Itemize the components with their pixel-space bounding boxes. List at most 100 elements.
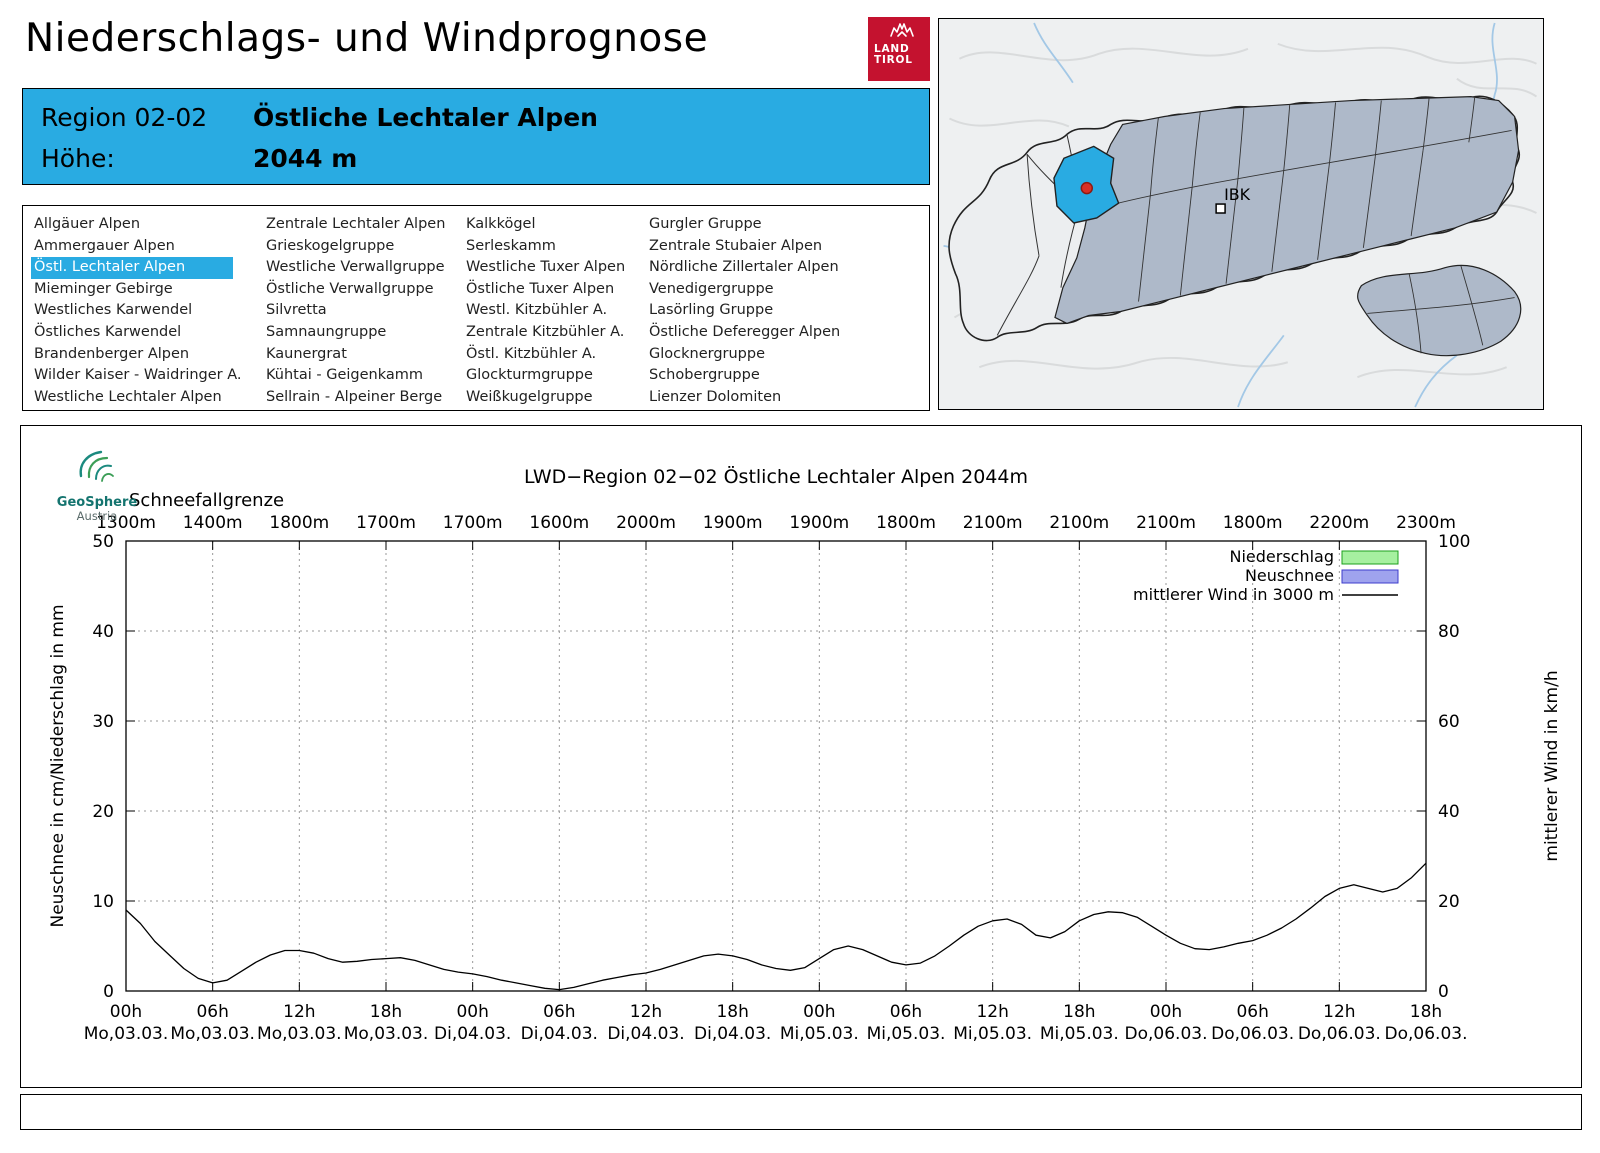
wind-line — [125, 862, 1427, 991]
region-list-item[interactable]: Östliches Karwendel — [34, 323, 182, 340]
snowline-value: 1400m — [183, 513, 243, 533]
x-tick-hour: 06h — [890, 1002, 922, 1022]
plot-frame — [125, 540, 1427, 992]
height-label: Höhe: — [41, 144, 115, 173]
region-list-item[interactable]: Grieskogelgruppe — [266, 237, 395, 254]
region-list-column: Kalkkögel Serleskamm Westliche Tuxer Alpen… — [463, 214, 646, 410]
region-list-item[interactable]: Venedigergruppe — [649, 280, 774, 297]
x-tick-hour: 00h — [803, 1002, 835, 1022]
region-list-item[interactable]: Sellrain - Alpeiner Berge — [266, 388, 443, 405]
region-list-item[interactable]: Samnaungruppe — [266, 323, 387, 340]
tirol-eagle-icon — [890, 23, 914, 37]
snowline-value: 2100m — [963, 513, 1023, 533]
x-tick-hour: 00h — [456, 1002, 488, 1022]
x-tick-hour: 00h — [1150, 1002, 1182, 1022]
y-tick-right: 80 — [1438, 622, 1460, 642]
x-tick-hour: 12h — [283, 1002, 315, 1022]
x-tick-hour: 06h — [543, 1002, 575, 1022]
x-tick-date: Mo,03.03. — [84, 1024, 169, 1044]
region-list-item[interactable]: Silvretta — [266, 302, 327, 319]
height-value: 2044 m — [253, 144, 358, 173]
x-tick-hour: 18h — [1410, 1002, 1442, 1022]
region-list-item[interactable]: Östliche Tuxer Alpen — [466, 280, 615, 297]
snowline-value: 2300m — [1396, 513, 1456, 533]
chart-svg: 00hMo,03.03.1300m06hMo,03.03.1400m12hMo,… — [48, 465, 1562, 1044]
ibk-marker — [1215, 203, 1226, 214]
x-tick-date: Di,04.03. — [434, 1024, 511, 1044]
region-list-item[interactable]: Zentrale Lechtaler Alpen — [266, 216, 446, 232]
region-list-item[interactable]: Lienzer Dolomiten — [649, 388, 782, 405]
x-tick-date: Do,06.03. — [1125, 1024, 1208, 1044]
region-code-label: Region 02-02 — [41, 103, 208, 132]
region-list-item[interactable]: Westliche Verwallgruppe — [266, 259, 445, 276]
x-tick-date: Mo,03.03. — [257, 1024, 342, 1044]
region-list-item[interactable]: Allgäuer Alpen — [34, 216, 141, 232]
y-tick-right: 40 — [1438, 802, 1460, 822]
filled-regions — [1054, 96, 1520, 325]
x-tick-hour: 18h — [716, 1002, 748, 1022]
snowline-value: 2100m — [1049, 513, 1109, 533]
region-list-item[interactable]: Ammergauer Alpen — [34, 237, 175, 254]
y-axis-label-left: Neuschnee in cm/Niederschlag in mm — [48, 604, 68, 927]
x-tick-hour: 06h — [196, 1002, 228, 1022]
tirol-map[interactable]: IBK — [938, 18, 1544, 410]
region-borders — [1098, 96, 1512, 302]
snowline-label: Schneefallgrenze — [129, 490, 284, 511]
x-tick-date: Mi,05.03. — [953, 1024, 1032, 1044]
y-tick-left: 0 — [103, 982, 114, 1002]
x-tick-hour: 12h — [976, 1002, 1008, 1022]
region-list-item[interactable]: Westliche Tuxer Alpen — [466, 259, 626, 276]
region-list-item[interactable]: Zentrale Kitzbühler A. — [466, 323, 625, 340]
x-tick-date: Mi,05.03. — [1040, 1024, 1119, 1044]
region-list-item[interactable]: Westliches Karwendel — [34, 302, 193, 319]
region-list-item[interactable]: Schobergruppe — [649, 367, 760, 384]
region-list-item[interactable]: Östl. Lechtaler Alpen — [31, 257, 234, 279]
snowline-value: 1300m — [96, 513, 156, 533]
region-list-item[interactable]: Brandenberger Alpen — [34, 345, 190, 362]
region-list-item[interactable]: Östliche Deferegger Alpen — [649, 323, 841, 340]
legend-label: mittlerer Wind in 3000 m — [1133, 585, 1334, 604]
region-list-item[interactable]: Kühtai - Geigenkamm — [266, 367, 423, 384]
region-list-item[interactable]: Kaunergrat — [266, 345, 347, 362]
selected-region-marker — [1080, 181, 1094, 195]
region-list-item[interactable]: Östliche Verwallgruppe — [266, 280, 434, 297]
region-name-value: Östliche Lechtaler Alpen — [253, 103, 598, 132]
tirol-logo-text: LAND TIROL — [874, 43, 913, 66]
footer-box — [20, 1094, 1582, 1130]
region-list-item[interactable]: Westl. Kitzbühler A. — [466, 302, 608, 319]
x-tick-date: Do,06.03. — [1211, 1024, 1294, 1044]
region-list-item[interactable]: Wilder Kaiser - Waidringer A. — [34, 367, 242, 384]
x-tick-hour: 06h — [1236, 1002, 1268, 1022]
x-tick-date: Do,06.03. — [1385, 1024, 1468, 1044]
legend-swatch — [1341, 569, 1399, 584]
east-tirol-borders — [1367, 265, 1515, 354]
snowline-value: 1600m — [529, 513, 589, 533]
y-tick-left: 10 — [92, 892, 114, 912]
legend-swatch — [1341, 550, 1399, 565]
region-list-item[interactable]: Lasörling Gruppe — [649, 302, 774, 319]
region-list-item[interactable]: Mieminger Gebirge — [34, 280, 173, 297]
region-list-item[interactable]: Serleskamm — [466, 237, 556, 254]
region-list-column: Gurgler Gruppe Zentrale Stubaier Alpen Nör… — [646, 214, 929, 410]
east-tirol-shape — [1357, 264, 1522, 357]
ibk-label: IBK — [1224, 185, 1251, 204]
legend-label: Niederschlag — [1229, 547, 1334, 566]
region-list-item[interactable]: Glockturmgruppe — [466, 367, 593, 384]
snowline-value: 1700m — [443, 513, 503, 533]
snowline-value: 1900m — [703, 513, 763, 533]
region-list-item[interactable]: Weißkugelgruppe — [466, 388, 593, 405]
x-tick-hour: 12h — [630, 1002, 662, 1022]
region-list-item[interactable]: Zentrale Stubaier Alpen — [649, 237, 823, 254]
land-tirol-logo: LAND TIROL — [868, 17, 930, 81]
region-list-item[interactable]: Nördliche Zillertaler Alpen — [649, 259, 839, 276]
x-tick-date: Mo,03.03. — [170, 1024, 255, 1044]
region-list-item[interactable]: Kalkkögel — [466, 216, 536, 232]
page-title: Niederschlags- und Windprognose — [25, 16, 709, 61]
x-tick-hour: 18h — [1063, 1002, 1095, 1022]
forecast-chart: GeoSphere Austria 00h Mo,03.03. 1300m 06h Mo… — [20, 425, 1582, 1088]
region-list-item[interactable]: Westliche Lechtaler Alpen — [34, 388, 222, 405]
region-list-item[interactable]: Östl. Kitzbühler A. — [466, 345, 597, 362]
region-list-item[interactable]: Glocknergruppe — [649, 345, 766, 362]
region-list-item[interactable]: Gurgler Gruppe — [649, 216, 762, 232]
tirol-map-svg: IBK — [943, 22, 1538, 408]
